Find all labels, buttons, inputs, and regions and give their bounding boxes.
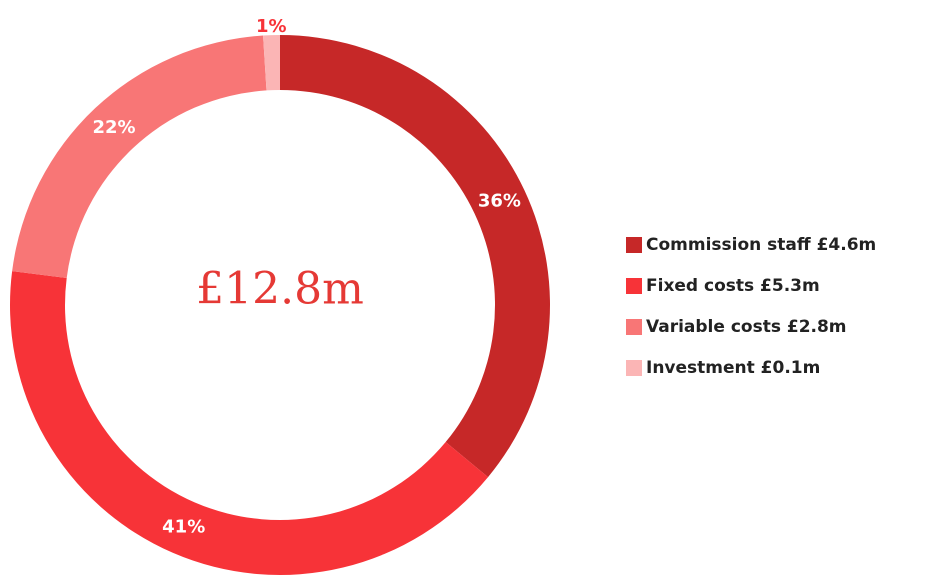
legend-label: Variable costs £2.8m: [646, 317, 847, 337]
slice-label: 36%: [478, 191, 521, 212]
donut-slice: [12, 35, 267, 279]
legend-swatch: [626, 360, 642, 376]
donut-slice: [280, 35, 550, 478]
slice-label: 22%: [92, 117, 135, 138]
legend-swatch: [626, 237, 642, 253]
donut-slice: [263, 35, 280, 91]
center-total: £12.8m: [196, 264, 364, 315]
legend-label: Investment £0.1m: [646, 358, 820, 378]
legend-label: Fixed costs £5.3m: [646, 276, 820, 296]
legend-swatch: [626, 319, 642, 335]
donut-slice: [9, 271, 489, 575]
slice-label: 41%: [162, 517, 205, 538]
legend-label: Commission staff £4.6m: [646, 235, 876, 255]
slice-label: 1%: [256, 16, 287, 37]
legend-swatch: [626, 278, 642, 294]
